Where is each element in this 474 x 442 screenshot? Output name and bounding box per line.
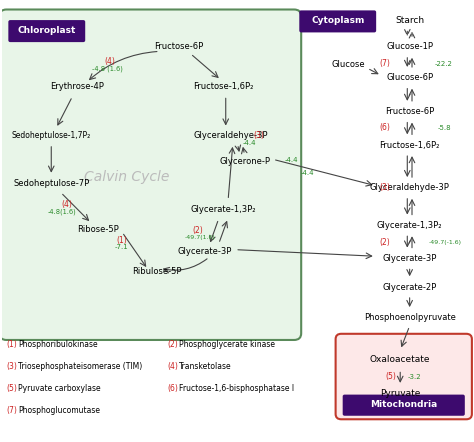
Text: Mitochondria: Mitochondria: [370, 400, 438, 409]
Text: (2): (2): [167, 340, 178, 349]
Text: Fructose-1,6P₂: Fructose-1,6P₂: [380, 141, 440, 150]
Text: Chloroplast: Chloroplast: [18, 26, 76, 35]
Text: -49.7(-1.6): -49.7(-1.6): [428, 240, 462, 245]
Text: -4.8(1.6): -4.8(1.6): [48, 208, 76, 214]
Text: (2): (2): [379, 238, 390, 247]
Text: -3.2: -3.2: [408, 373, 421, 380]
Text: -4.8 (1.6): -4.8 (1.6): [92, 66, 123, 72]
Text: Ribose-5P: Ribose-5P: [78, 225, 119, 234]
Text: Fructose-6P: Fructose-6P: [154, 42, 203, 51]
Text: -49.7(1.6): -49.7(1.6): [184, 235, 215, 240]
Text: Starch: Starch: [395, 16, 424, 25]
Text: (6): (6): [379, 123, 390, 132]
Text: (3): (3): [253, 130, 264, 140]
Text: Glycerate-2P: Glycerate-2P: [383, 282, 437, 292]
Text: Glucose-1P: Glucose-1P: [386, 42, 433, 51]
FancyBboxPatch shape: [0, 10, 301, 340]
Text: Transketolase: Transketolase: [179, 362, 231, 371]
Text: Fructose-1,6P₂: Fructose-1,6P₂: [193, 82, 254, 91]
Text: -4.4: -4.4: [285, 157, 299, 163]
Text: Fructose-6P: Fructose-6P: [385, 107, 434, 116]
Text: Phosphoribulokinase: Phosphoribulokinase: [18, 340, 98, 349]
Text: Sedoheptulose-7P: Sedoheptulose-7P: [13, 179, 90, 188]
Text: Calvin Cycle: Calvin Cycle: [84, 170, 169, 184]
Text: (5): (5): [7, 384, 18, 393]
FancyBboxPatch shape: [9, 20, 85, 42]
Text: (5): (5): [385, 372, 396, 381]
Text: Glycerone-P: Glycerone-P: [219, 157, 270, 166]
Text: (7): (7): [379, 59, 390, 68]
Text: (1): (1): [117, 236, 128, 245]
Text: Cytoplasm: Cytoplasm: [311, 16, 365, 26]
Text: Pyruvate carboxylase: Pyruvate carboxylase: [18, 384, 101, 393]
Text: (1): (1): [7, 340, 18, 349]
Text: Glucose: Glucose: [331, 60, 365, 69]
Text: (7): (7): [7, 406, 18, 415]
Text: Fructose-1,6-bisphosphatase I: Fructose-1,6-bisphosphatase I: [179, 384, 294, 393]
Text: Glycerate-3P: Glycerate-3P: [177, 248, 232, 256]
Text: (4): (4): [105, 57, 116, 66]
Text: Ribulose-5P: Ribulose-5P: [133, 267, 182, 276]
Text: Erythrose-4P: Erythrose-4P: [50, 82, 104, 91]
Text: -4.4: -4.4: [243, 140, 256, 146]
Text: (2): (2): [192, 226, 203, 235]
Text: Phosphoglycerate kinase: Phosphoglycerate kinase: [179, 340, 274, 349]
Text: Glyceraldehyde-3P: Glyceraldehyde-3P: [370, 183, 449, 192]
Text: -4.4: -4.4: [301, 170, 314, 175]
FancyBboxPatch shape: [299, 11, 376, 32]
Text: Glycerate-1,3P₂: Glycerate-1,3P₂: [191, 206, 256, 214]
Text: (6): (6): [167, 384, 178, 393]
Text: Sedoheptulose-1,7P₂: Sedoheptulose-1,7P₂: [12, 130, 91, 140]
Text: Glucose-6P: Glucose-6P: [386, 73, 433, 82]
Text: Phosphoglucomutase: Phosphoglucomutase: [18, 406, 100, 415]
Text: Phosphoenolpyruvate: Phosphoenolpyruvate: [364, 313, 456, 322]
Text: Glycerate-1,3P₂: Glycerate-1,3P₂: [377, 221, 442, 230]
Text: (4): (4): [62, 200, 72, 209]
Text: Oxaloacetate: Oxaloacetate: [370, 355, 430, 364]
FancyBboxPatch shape: [336, 334, 472, 419]
Text: -7.1: -7.1: [115, 244, 129, 251]
FancyBboxPatch shape: [343, 395, 465, 416]
Text: -5.8: -5.8: [437, 125, 451, 130]
Text: (3): (3): [379, 183, 390, 191]
Text: Pyruvate: Pyruvate: [380, 389, 420, 398]
Text: (4): (4): [167, 362, 178, 371]
Text: -22.2: -22.2: [435, 61, 453, 67]
Text: Triosephosphateisomerase (TIM): Triosephosphateisomerase (TIM): [18, 362, 143, 371]
Text: Glycerate-3P: Glycerate-3P: [383, 254, 437, 263]
Text: (3): (3): [7, 362, 18, 371]
Text: Glyceraldehye-3P: Glyceraldehye-3P: [193, 130, 268, 140]
